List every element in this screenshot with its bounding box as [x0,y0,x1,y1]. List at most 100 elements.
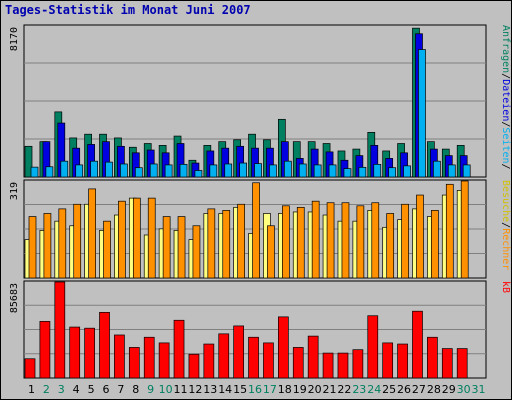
bar-kb-day-14 [218,333,230,379]
day-label-13: 13 [203,383,217,396]
bar-rechner-day-24 [371,202,380,279]
bar-seiten-day-13 [209,164,218,178]
bar-kb-day-10 [158,342,170,379]
bar-rechner-day-26 [401,203,409,279]
bar-rechner-day-21 [326,202,335,279]
bar-rechner-day-17 [267,225,275,279]
bar-kb-day-20 [307,335,319,379]
legend-rechner: Rechner [500,228,511,270]
bar-rechner-day-16 [252,182,260,279]
bar-rechner-day-14 [222,210,231,279]
day-label-29: 29 [442,383,456,396]
day-label-27: 27 [412,383,426,396]
bar-kb-day-15 [233,325,244,379]
bar-seiten-day-17 [269,164,277,178]
day-label-16: 16 [248,383,262,396]
day-label-3: 3 [58,383,65,396]
chart-bars [24,27,471,379]
day-label-24: 24 [367,383,381,396]
day-label-10: 10 [159,383,173,396]
day-label-30: 30 [457,383,471,396]
bar-rechner-day-27 [416,194,424,279]
bar-rechner-day-22 [341,202,350,279]
day-label-7: 7 [117,383,124,396]
bar-kb-day-5 [84,327,95,379]
bar-rechner-day-28 [431,210,439,279]
panel-3-max-label: 85683 [9,283,20,313]
bar-seiten-day-14 [224,163,233,178]
bar-rechner-day-19 [296,206,305,279]
bar-seiten-day-9 [149,163,158,178]
bar-seiten-day-22 [343,168,352,178]
panel-3-legend: kB [500,281,511,293]
chart-title: Tages-Statistik im Monat Juni 2007 [5,3,251,17]
bar-rechner-day-20 [311,200,320,279]
bar-kb-day-27 [412,310,423,379]
bar-rechner-day-29 [445,183,454,279]
bar-seiten-day-16 [254,163,262,178]
bar-rechner-day-9 [147,197,156,279]
bar-rechner-day-25 [386,213,395,279]
bar-seiten-day-12 [194,170,203,178]
day-label-20: 20 [308,383,322,396]
day-label-25: 25 [382,383,396,396]
bar-rechner-day-7 [118,200,126,279]
bar-seiten-day-18 [284,160,292,178]
bar-kb-day-11 [173,319,185,379]
bar-kb-day-24 [367,315,379,379]
bar-rechner-day-1 [28,216,37,279]
day-label-22: 22 [337,383,351,396]
panel-1-legend: Anfragen/Dateien/Seiten/ [500,25,511,170]
bar-seiten-day-26 [403,165,411,178]
bar-anfragen-day-1 [24,145,33,178]
bar-kb-day-28 [427,336,438,379]
legend-separator: / [500,73,511,79]
bar-kb-day-23 [352,349,364,379]
legend-separator: / [500,121,511,127]
panel-1-max-label: 8170 [9,27,20,51]
legend-anfragen: Anfragen [500,25,511,73]
bar-rechner-day-5 [88,188,96,279]
day-label-14: 14 [218,383,232,396]
bar-kb-day-26 [397,343,408,379]
bar-kb-day-18 [278,316,289,379]
bar-rechner-day-4 [73,203,82,279]
day-label-19: 19 [293,383,307,396]
legend-separator: / [500,222,511,228]
day-label-12: 12 [188,383,202,396]
bar-kb-day-7 [114,334,125,379]
bar-kb-day-30 [456,348,468,379]
legend-besuche: Besuche [500,180,511,222]
bar-kb-day-4 [69,326,81,379]
bar-kb-day-1 [24,358,36,379]
bar-rechner-day-15 [237,203,245,279]
bar-seiten-day-28 [433,160,441,178]
bar-kb-day-17 [263,342,274,379]
bar-seiten-day-10 [164,164,173,178]
bar-rechner-day-12 [192,225,201,279]
bar-kb-day-22 [337,352,349,379]
panel-2-max-label: 319 [9,182,20,200]
bar-seiten-day-15 [239,162,247,178]
bar-kb-day-16 [248,336,259,379]
chart-labels: 817031985683Anfragen/Dateien/Seiten/Besu… [9,25,511,396]
day-label-28: 28 [427,383,441,396]
bar-kb-day-19 [292,347,304,379]
bar-seiten-day-4 [75,164,84,178]
bar-kb-day-25 [382,342,394,379]
bar-kb-day-12 [188,353,200,379]
bar-seiten-day-29 [447,164,456,178]
bar-seiten-day-5 [90,160,98,178]
day-label-31: 31 [472,383,486,396]
day-label-11: 11 [173,383,187,396]
bar-seiten-day-19 [298,163,307,178]
bar-rechner-day-10 [162,216,171,279]
bar-seiten-day-2 [45,166,54,178]
bar-seiten-day-27 [418,49,426,178]
bar-rechner-day-6 [103,220,111,279]
bar-rechner-day-18 [282,205,290,279]
bar-seiten-day-23 [358,166,367,178]
bar-rechner-day-11 [177,216,186,279]
day-label-26: 26 [397,383,411,396]
